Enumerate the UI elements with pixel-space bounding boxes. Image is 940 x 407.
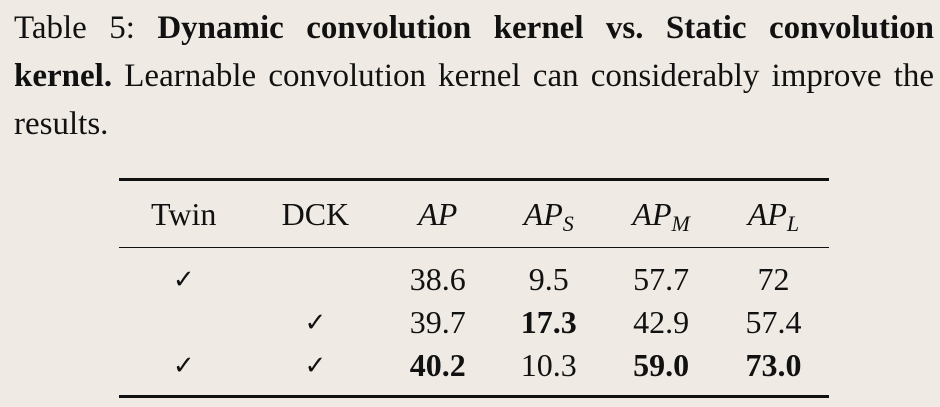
cell-ap-m: 57.7 bbox=[633, 261, 690, 297]
cell-twin bbox=[119, 301, 248, 344]
header-ap-m: APM bbox=[604, 180, 718, 248]
cell-ap-m: 59.0 bbox=[633, 347, 690, 383]
table-row: ✓ ✓ 40.2 10.3 59.0 73.0 bbox=[119, 344, 829, 397]
caption-label: Table 5: bbox=[14, 10, 135, 46]
header-ap-l-sub: L bbox=[786, 210, 800, 236]
header-ap-m-sub: M bbox=[671, 210, 690, 236]
cell-twin: ✓ bbox=[172, 350, 195, 381]
header-ap-l: APL bbox=[718, 180, 829, 248]
header-twin: Twin bbox=[151, 195, 217, 232]
header-ap-s: APS bbox=[493, 180, 604, 248]
cell-ap-s: 17.3 bbox=[520, 304, 577, 340]
cell-ap-l: 57.4 bbox=[745, 304, 802, 340]
cell-ap-s: 9.5 bbox=[528, 261, 569, 297]
cell-ap-s: 10.3 bbox=[520, 347, 577, 383]
cell-dck bbox=[248, 248, 382, 302]
cell-ap-l: 73.0 bbox=[745, 347, 802, 383]
header-row: Twin DCK AP APS APM APL bbox=[119, 179, 829, 248]
caption-title: Dynamic convolution kernel vs. Static co… bbox=[14, 10, 935, 94]
cell-ap-m: 42.9 bbox=[633, 304, 690, 340]
header-ap-s-base: AP bbox=[523, 195, 563, 232]
cell-ap: 40.2 bbox=[409, 347, 466, 383]
caption-text: Learnable convolution kernel can conside… bbox=[14, 58, 935, 142]
cell-dck: ✓ bbox=[304, 307, 327, 338]
cell-dck: ✓ bbox=[304, 350, 327, 381]
header-ap-m-base: AP bbox=[632, 195, 672, 232]
header-ap-l-base: AP bbox=[747, 195, 787, 232]
table-row: ✓ 39.7 17.3 42.9 57.4 bbox=[119, 301, 829, 344]
results-table: Twin DCK AP APS APM APL ✓ 38.6 9.5 57.7 … bbox=[119, 178, 829, 398]
cell-ap: 38.6 bbox=[409, 261, 466, 297]
header-ap-s-sub: S bbox=[562, 210, 574, 236]
results-table-container: Twin DCK AP APS APM APL ✓ 38.6 9.5 57.7 … bbox=[119, 178, 829, 398]
header-dck: DCK bbox=[281, 195, 350, 232]
header-ap: AP bbox=[418, 195, 458, 232]
table-row: ✓ 38.6 9.5 57.7 72 bbox=[119, 247, 829, 302]
cell-ap-l: 72 bbox=[757, 261, 790, 297]
cell-twin: ✓ bbox=[172, 264, 195, 295]
cell-ap: 39.7 bbox=[409, 304, 466, 340]
table-caption: Table 5: Dynamic convolution kernel vs. … bbox=[14, 4, 934, 148]
